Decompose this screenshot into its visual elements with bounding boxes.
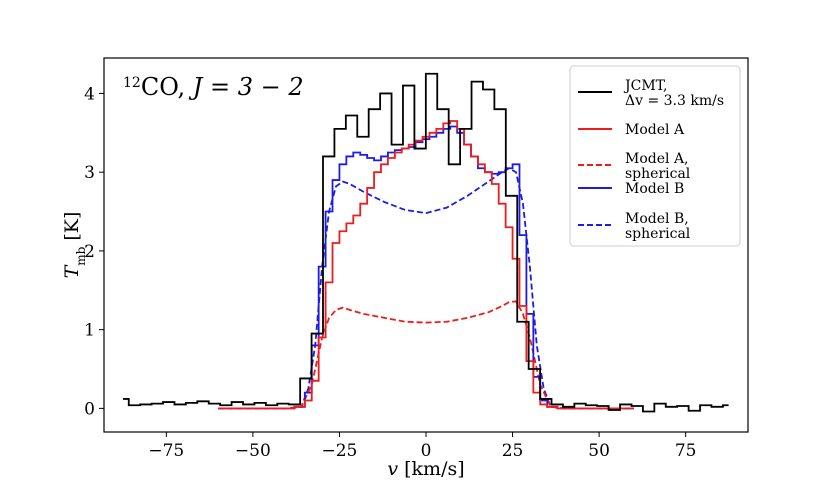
legend-label: Model A, (625, 151, 689, 167)
x-tick-label: −25 (321, 441, 357, 461)
legend-label-line2: Δv = 3.3 km/s (625, 93, 724, 109)
y-tick-label: 4 (84, 84, 95, 104)
legend-label-line2: spherical (625, 226, 691, 242)
chart-title: 12CO, J = 3 − 2 (123, 73, 304, 101)
ylabel-unit: [K] (61, 212, 83, 247)
series-line-jcmt-v-3-3-km-s (123, 72, 729, 413)
legend-label: JCMT, (623, 78, 667, 94)
ylabel-symbol: T (61, 264, 83, 278)
y-tick-label: 3 (84, 163, 95, 183)
legend-label: Model B (625, 181, 684, 197)
ylabel-sub: mb (74, 246, 88, 265)
legend-box (569, 65, 741, 247)
series-line-model-b-spherical (218, 167, 634, 410)
legend-label: Model B, (625, 211, 689, 227)
ticks-layer: −75 −50 −25 0 25 50 75 0 1 2 3 4 (84, 84, 696, 461)
x-tick-label: 25 (502, 441, 524, 461)
x-tick-label: −50 (235, 441, 271, 461)
x-tick-label: 75 (675, 441, 697, 461)
x-tick-label: 50 (588, 441, 610, 461)
x-tick-label: −75 (148, 441, 184, 461)
xlabel-symbol: v (387, 458, 398, 480)
title-transition: J = 3 − 2 (188, 73, 304, 101)
legend-label: Model A (625, 122, 685, 138)
title-species: CO, (141, 73, 193, 101)
y-axis-label: Tmb [K] (61, 212, 88, 279)
xlabel-unit: [km/s] (398, 458, 465, 480)
legend-label-line2: spherical (625, 166, 691, 182)
title-isotope: 12 (123, 75, 141, 91)
y-tick-label: 0 (84, 399, 95, 419)
series-layer (123, 72, 729, 413)
x-tick-label: 0 (421, 441, 432, 461)
x-axis-label: v [km/s] (387, 458, 464, 480)
y-tick-label: 2 (84, 242, 95, 262)
y-tick-label: 1 (84, 321, 95, 341)
